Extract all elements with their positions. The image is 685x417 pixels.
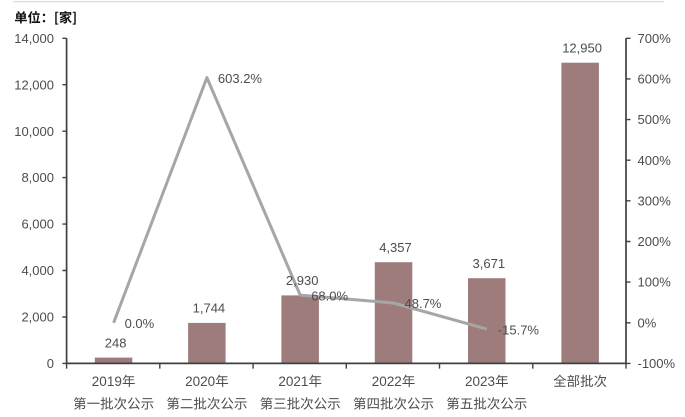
svg-text:2,000: 2,000 <box>21 310 54 325</box>
svg-text:2022: 2022 <box>372 374 402 389</box>
svg-text:0.0%: 0.0% <box>125 316 155 331</box>
svg-text:3,671: 3,671 <box>473 256 506 271</box>
svg-text:200%: 200% <box>638 234 672 249</box>
svg-text:500%: 500% <box>638 112 672 127</box>
svg-text:14,000: 14,000 <box>14 31 54 46</box>
svg-text:100%: 100% <box>638 275 672 290</box>
svg-text:300%: 300% <box>638 193 672 208</box>
svg-text:4,000: 4,000 <box>21 263 54 278</box>
svg-text:2020: 2020 <box>185 374 215 389</box>
svg-text:600%: 600% <box>638 72 672 87</box>
svg-text:603.2%: 603.2% <box>218 71 263 86</box>
svg-text:48.7%: 48.7% <box>405 296 442 311</box>
svg-text:0: 0 <box>47 356 54 371</box>
svg-text:-15.7%: -15.7% <box>498 322 540 337</box>
svg-text:700%: 700% <box>638 31 672 46</box>
svg-text:10,000: 10,000 <box>14 124 54 139</box>
svg-text:-100%: -100% <box>638 356 676 371</box>
svg-text:8,000: 8,000 <box>21 170 54 185</box>
svg-text:0%: 0% <box>638 315 657 330</box>
svg-text:2019: 2019 <box>92 374 122 389</box>
svg-text:400%: 400% <box>638 153 672 168</box>
svg-text:2,930: 2,930 <box>286 273 319 288</box>
svg-text:12,950: 12,950 <box>562 40 602 55</box>
svg-text:248: 248 <box>105 335 127 350</box>
svg-text:1,744: 1,744 <box>193 301 226 316</box>
svg-text:2021: 2021 <box>278 374 308 389</box>
svg-text:68.0%: 68.0% <box>311 288 348 303</box>
svg-text:12,000: 12,000 <box>14 77 54 92</box>
svg-text:4,357: 4,357 <box>379 240 412 255</box>
svg-text:6,000: 6,000 <box>21 217 54 232</box>
svg-text:2023: 2023 <box>465 374 495 389</box>
